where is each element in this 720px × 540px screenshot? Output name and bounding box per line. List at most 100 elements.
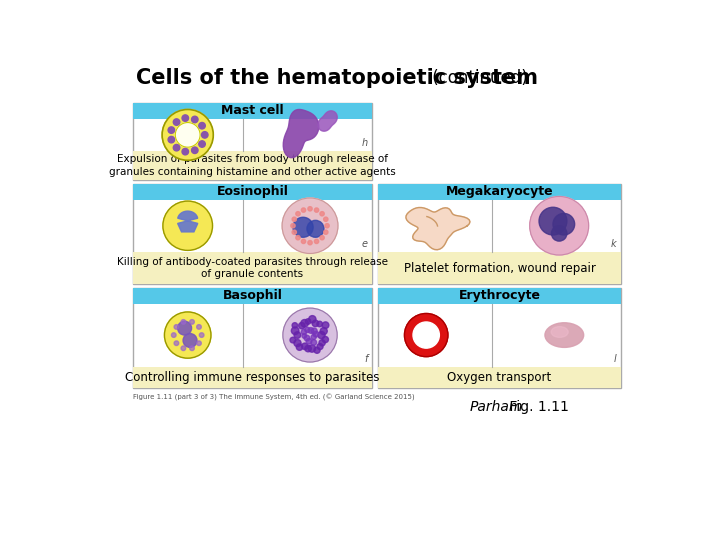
Text: Megakaryocyte: Megakaryocyte	[446, 185, 554, 198]
Circle shape	[311, 340, 317, 345]
Circle shape	[302, 239, 306, 244]
Polygon shape	[178, 211, 198, 232]
Text: Oxygen transport: Oxygen transport	[447, 371, 552, 384]
Circle shape	[168, 137, 174, 143]
Text: Killing of antibody-coated parasites through release
of granule contents: Killing of antibody-coated parasites thr…	[117, 256, 388, 280]
Circle shape	[296, 212, 300, 216]
Bar	[378, 184, 621, 200]
Circle shape	[290, 338, 296, 343]
Circle shape	[305, 327, 310, 333]
Text: Expulsion of parasites from body through release of
granules containing histamin: Expulsion of parasites from body through…	[109, 154, 396, 177]
Bar	[132, 103, 372, 119]
Text: Mast cell: Mast cell	[221, 105, 284, 118]
Circle shape	[308, 328, 314, 333]
Circle shape	[322, 322, 329, 328]
Circle shape	[306, 339, 312, 344]
Circle shape	[304, 335, 310, 341]
Circle shape	[296, 344, 303, 350]
Circle shape	[294, 340, 301, 347]
Circle shape	[296, 235, 300, 240]
Circle shape	[174, 341, 179, 346]
Circle shape	[302, 334, 307, 338]
Circle shape	[322, 336, 328, 343]
Bar	[132, 151, 372, 180]
Circle shape	[552, 226, 567, 241]
Circle shape	[305, 346, 311, 352]
Circle shape	[530, 197, 589, 255]
Circle shape	[323, 230, 328, 234]
Circle shape	[183, 334, 197, 347]
Text: Controlling immune responses to parasites: Controlling immune responses to parasite…	[125, 371, 379, 384]
Circle shape	[192, 116, 198, 123]
Circle shape	[181, 320, 186, 324]
Circle shape	[283, 308, 337, 362]
Circle shape	[192, 147, 198, 153]
Circle shape	[308, 207, 312, 211]
Polygon shape	[318, 111, 337, 131]
Bar	[132, 288, 372, 303]
Circle shape	[292, 327, 299, 334]
Circle shape	[305, 319, 311, 324]
Text: Eosinophil: Eosinophil	[217, 185, 288, 198]
Bar	[132, 103, 372, 180]
Bar	[132, 184, 372, 200]
Circle shape	[162, 110, 213, 160]
Circle shape	[323, 217, 328, 221]
Circle shape	[299, 322, 305, 329]
Text: l: l	[613, 354, 616, 363]
Circle shape	[320, 328, 328, 335]
Circle shape	[174, 144, 180, 151]
Circle shape	[168, 127, 174, 133]
Circle shape	[189, 346, 194, 350]
Text: (continued): (continued)	[427, 69, 528, 87]
Circle shape	[539, 207, 567, 235]
Circle shape	[189, 320, 194, 324]
Text: k: k	[611, 239, 616, 249]
Text: h: h	[361, 138, 367, 148]
Circle shape	[292, 230, 297, 234]
Polygon shape	[283, 110, 319, 158]
Circle shape	[553, 213, 575, 235]
Circle shape	[174, 325, 179, 329]
Circle shape	[413, 322, 439, 348]
Text: Fig. 1.11: Fig. 1.11	[505, 401, 570, 415]
Circle shape	[311, 328, 318, 334]
Circle shape	[292, 217, 297, 221]
Circle shape	[302, 208, 306, 212]
Bar	[378, 367, 621, 388]
Circle shape	[199, 123, 205, 129]
Text: f: f	[364, 354, 367, 363]
Circle shape	[315, 208, 319, 212]
Circle shape	[313, 332, 319, 337]
Circle shape	[178, 321, 192, 335]
Circle shape	[307, 220, 324, 237]
Circle shape	[302, 343, 308, 349]
Circle shape	[282, 198, 338, 253]
Circle shape	[292, 322, 297, 328]
Bar	[132, 252, 372, 284]
Circle shape	[175, 123, 200, 147]
Bar	[132, 288, 372, 388]
Bar	[378, 184, 621, 284]
Circle shape	[291, 224, 295, 228]
Circle shape	[301, 329, 307, 335]
Circle shape	[181, 346, 186, 350]
Ellipse shape	[545, 323, 584, 347]
Circle shape	[320, 212, 324, 216]
Circle shape	[199, 141, 205, 147]
Bar	[378, 252, 621, 284]
Circle shape	[315, 239, 319, 244]
Text: Basophil: Basophil	[222, 289, 282, 302]
Circle shape	[301, 320, 308, 327]
Ellipse shape	[551, 327, 568, 338]
Circle shape	[163, 201, 212, 251]
Circle shape	[314, 347, 320, 353]
Circle shape	[197, 325, 202, 329]
Text: e: e	[361, 239, 367, 249]
Circle shape	[311, 334, 316, 340]
Circle shape	[182, 148, 189, 155]
Bar	[378, 288, 621, 388]
Circle shape	[197, 341, 202, 346]
Text: Erythrocyte: Erythrocyte	[459, 289, 541, 302]
Circle shape	[174, 119, 180, 125]
